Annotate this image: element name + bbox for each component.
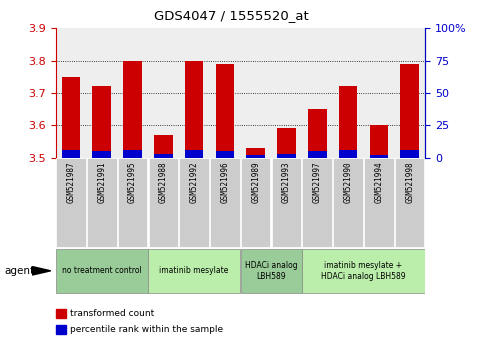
- FancyBboxPatch shape: [148, 249, 240, 293]
- Bar: [92, 86, 111, 158]
- Text: GSM521995: GSM521995: [128, 161, 137, 203]
- Bar: [123, 61, 142, 158]
- Text: GSM521989: GSM521989: [251, 161, 260, 203]
- FancyBboxPatch shape: [241, 159, 270, 247]
- Bar: [123, 150, 142, 158]
- FancyBboxPatch shape: [364, 159, 394, 247]
- Text: GSM521988: GSM521988: [159, 161, 168, 203]
- Text: GSM521990: GSM521990: [343, 161, 353, 203]
- Bar: [400, 150, 419, 158]
- Bar: [185, 61, 203, 158]
- Text: GSM521998: GSM521998: [405, 161, 414, 203]
- Text: GSM521987: GSM521987: [67, 161, 75, 203]
- Text: imatinib mesylate +
HDACi analog LBH589: imatinib mesylate + HDACi analog LBH589: [321, 261, 406, 281]
- FancyBboxPatch shape: [302, 249, 425, 293]
- FancyBboxPatch shape: [302, 159, 332, 247]
- Bar: [92, 151, 111, 158]
- Bar: [339, 86, 357, 158]
- Bar: [215, 64, 234, 158]
- FancyBboxPatch shape: [241, 249, 301, 293]
- Bar: [215, 151, 234, 158]
- Text: GSM521992: GSM521992: [190, 161, 199, 203]
- Bar: [246, 155, 265, 158]
- FancyBboxPatch shape: [272, 159, 301, 247]
- Text: GSM521997: GSM521997: [313, 161, 322, 203]
- Text: no treatment control: no treatment control: [62, 266, 142, 275]
- Text: agent: agent: [5, 266, 35, 276]
- Text: HDACi analog
LBH589: HDACi analog LBH589: [245, 261, 298, 281]
- Bar: [62, 77, 80, 158]
- Bar: [369, 125, 388, 158]
- Bar: [369, 155, 388, 158]
- Text: imatinib mesylate: imatinib mesylate: [159, 266, 229, 275]
- Bar: [62, 150, 80, 158]
- Bar: [339, 150, 357, 158]
- Text: GSM521994: GSM521994: [374, 161, 384, 203]
- Bar: [277, 154, 296, 158]
- Text: GSM521991: GSM521991: [97, 161, 106, 203]
- Text: percentile rank within the sample: percentile rank within the sample: [70, 325, 223, 334]
- FancyBboxPatch shape: [118, 159, 147, 247]
- Bar: [154, 135, 172, 158]
- FancyBboxPatch shape: [149, 159, 178, 247]
- Bar: [277, 129, 296, 158]
- Text: GDS4047 / 1555520_at: GDS4047 / 1555520_at: [155, 9, 309, 22]
- Bar: [400, 64, 419, 158]
- FancyBboxPatch shape: [395, 159, 425, 247]
- Text: transformed count: transformed count: [70, 309, 154, 318]
- Bar: [246, 148, 265, 158]
- FancyBboxPatch shape: [179, 159, 209, 247]
- Bar: [308, 109, 327, 158]
- FancyBboxPatch shape: [56, 159, 85, 247]
- Bar: [154, 154, 172, 158]
- FancyBboxPatch shape: [87, 159, 116, 247]
- Text: GSM521996: GSM521996: [220, 161, 229, 203]
- FancyBboxPatch shape: [56, 249, 148, 293]
- FancyBboxPatch shape: [210, 159, 240, 247]
- Polygon shape: [32, 267, 51, 275]
- Bar: [308, 151, 327, 158]
- Text: GSM521993: GSM521993: [282, 161, 291, 203]
- FancyBboxPatch shape: [333, 159, 363, 247]
- Bar: [185, 150, 203, 158]
